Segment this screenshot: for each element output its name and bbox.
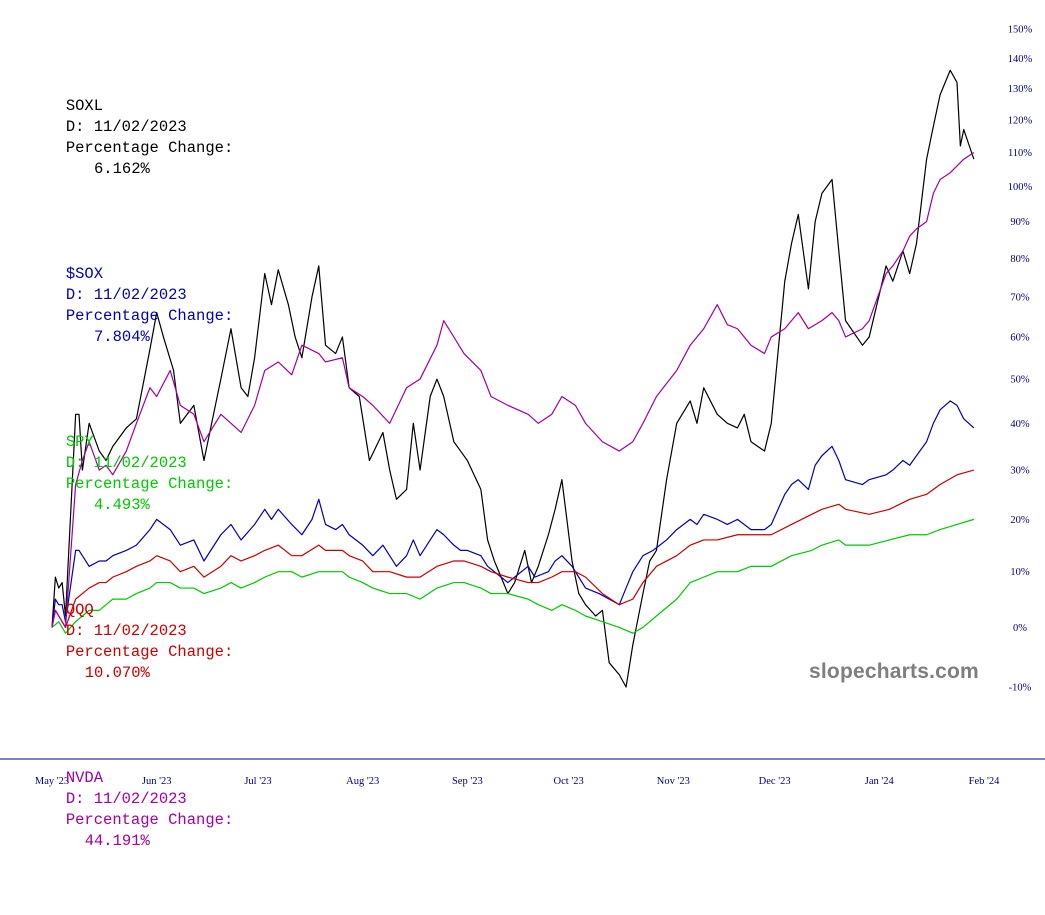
x-tick-label: Jun '23 <box>142 776 172 787</box>
x-tick-label: Jan '24 <box>865 776 895 787</box>
y-tick-label: 60% <box>1010 332 1030 343</box>
series-line-soxl <box>51 69 975 688</box>
y-tick-label: 130% <box>1008 84 1033 95</box>
legend-symbol: SPY <box>65 433 94 451</box>
legend-symbol: SOXL <box>65 97 104 115</box>
y-tick-label: 0% <box>1013 623 1027 634</box>
legend-label: Percentage Change: <box>65 811 234 829</box>
x-tick-label: Oct '23 <box>554 776 584 787</box>
series-line-nvda <box>51 152 975 629</box>
legend-value: 4.493% <box>94 496 150 514</box>
line-chart: -10% 0% 10% 20% 30% 40% 50% 60% 70% 80% 90% 100% 110… <box>0 25 1045 787</box>
legend-label: Percentage Change: <box>65 475 234 493</box>
y-tick-label: 110% <box>1008 148 1032 159</box>
legend-row-spy: SPY D: 11/02/2023 Percentage Change: 4.4… <box>10 411 233 537</box>
x-axis: May '23 Jun '23 Jul '23 Aug '23 Sep '23 Oct '… <box>35 776 1000 787</box>
y-tick-label: 20% <box>1010 515 1030 526</box>
legend-value: 7.804% <box>94 328 150 346</box>
x-tick-label: Feb '24 <box>969 776 1001 787</box>
y-tick-label: 30% <box>1010 466 1030 477</box>
legend-row-soxl: SOXL D: 11/02/2023 Percentage Change: 6.… <box>10 75 233 201</box>
y-tick-label: 140% <box>1008 54 1033 65</box>
x-tick-label: Aug '23 <box>346 776 379 787</box>
legend: SOXL D: 11/02/2023 Percentage Change: 6.… <box>10 33 233 915</box>
legend-period: D: 11/02/2023 <box>65 286 187 304</box>
legend-row-nvda: NVDA D: 11/02/2023 Percentage Change: 44… <box>10 747 233 873</box>
x-tick-label: May '23 <box>35 776 69 787</box>
legend-value: 10.070% <box>84 664 150 682</box>
legend-label: Percentage Change: <box>65 139 234 157</box>
legend-period: D: 11/02/2023 <box>65 118 187 136</box>
x-tick-label: Dec '23 <box>759 776 791 787</box>
y-tick-label: 80% <box>1010 254 1030 265</box>
legend-value: 44.191% <box>84 832 150 850</box>
y-axis: -10% 0% 10% 20% 30% 40% 50% 60% 70% 80% 90% 100% 110… <box>1008 25 1033 694</box>
legend-symbol: NVDA <box>65 769 104 787</box>
legend-row-sox: $SOX D: 11/02/2023 Percentage Change: 7.… <box>10 243 233 369</box>
legend-period: D: 11/02/2023 <box>65 790 187 808</box>
y-tick-label: 50% <box>1010 375 1030 386</box>
legend-value: 6.162% <box>94 160 150 178</box>
x-tick-label: Jul '23 <box>244 776 271 787</box>
y-tick-label: 40% <box>1010 419 1030 430</box>
watermark: slopecharts.com <box>809 660 979 683</box>
y-tick-label: 90% <box>1010 217 1030 228</box>
y-tick-label: 150% <box>1008 25 1033 36</box>
legend-row-qqq: QQQ D: 11/02/2023 Percentage Change: 10.… <box>10 579 233 705</box>
legend-label: Percentage Change: <box>65 643 234 661</box>
chart-container: -10% 0% 10% 20% 30% 40% 50% 60% 70% 80% 90% 100% 110… <box>0 24 1045 850</box>
legend-period: D: 11/02/2023 <box>65 454 187 472</box>
y-tick-label: 70% <box>1010 292 1030 303</box>
series-line-spy <box>51 518 975 634</box>
legend-symbol: $SOX <box>65 265 104 283</box>
series-group <box>51 69 975 688</box>
y-tick-label: 100% <box>1008 182 1033 193</box>
x-tick-label: Nov '23 <box>657 776 690 787</box>
y-tick-label: -10% <box>1009 683 1032 694</box>
y-tick-label: 120% <box>1008 115 1033 126</box>
x-tick-label: Sep '23 <box>452 776 483 787</box>
series-line-qqq <box>51 469 975 629</box>
legend-period: D: 11/02/2023 <box>65 622 187 640</box>
legend-label: Percentage Change: <box>65 307 234 325</box>
legend-symbol: QQQ <box>65 601 94 619</box>
series-line-sox <box>51 400 975 628</box>
y-tick-label: 10% <box>1010 567 1030 578</box>
